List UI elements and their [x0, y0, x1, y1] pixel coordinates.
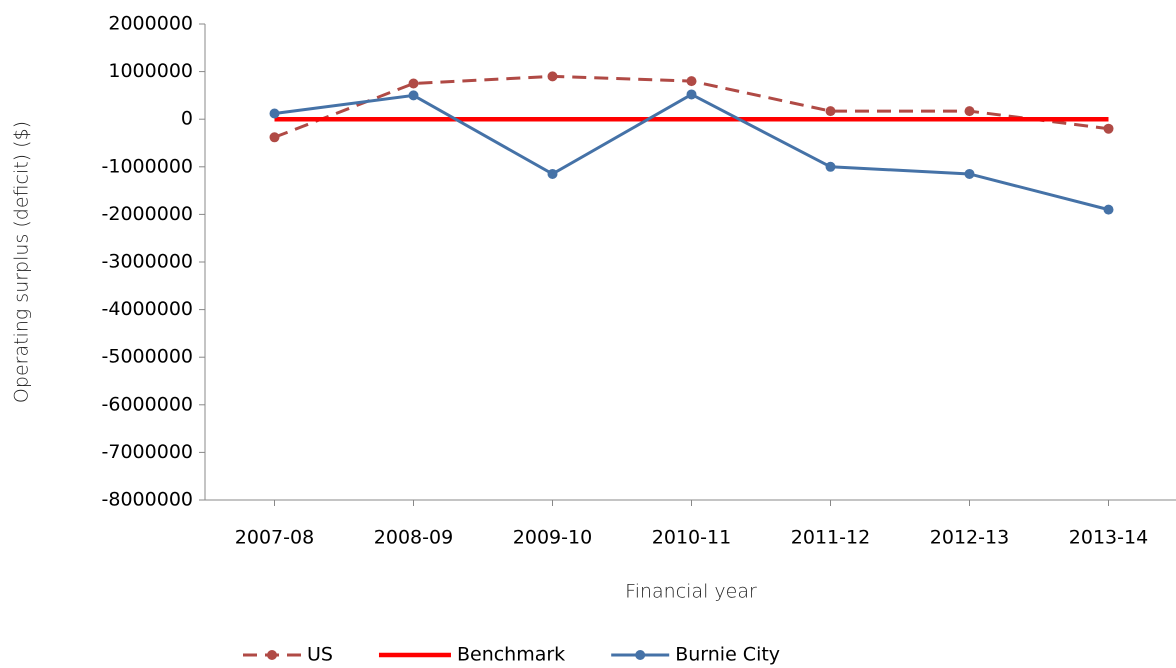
- point: [1103, 123, 1114, 134]
- legend-label: Burnie City: [675, 644, 780, 666]
- point: [408, 90, 419, 101]
- legend-marker: [635, 650, 646, 660]
- point: [269, 108, 280, 119]
- y-tick-label: -2000000: [102, 203, 193, 225]
- x-tick-label: 2013-14: [1069, 527, 1148, 549]
- point: [825, 106, 836, 117]
- y-tick-label: -5000000: [102, 346, 193, 368]
- x-axis-title: Financial year: [625, 581, 757, 603]
- x-tick-label: 2007-08: [235, 527, 314, 549]
- x-tick-label: 2009-10: [513, 527, 592, 549]
- y-tick-label: 2000000: [108, 13, 193, 35]
- legend-label: Benchmark: [457, 644, 565, 666]
- point: [1103, 204, 1114, 215]
- legend-marker: [267, 650, 277, 660]
- point: [686, 89, 697, 100]
- y-tick-label: 0: [181, 108, 193, 130]
- y-tick-label: 1000000: [108, 60, 193, 82]
- point: [269, 132, 280, 143]
- point: [964, 106, 975, 117]
- point: [408, 78, 419, 89]
- point: [686, 76, 697, 87]
- y-tick-label: -1000000: [102, 155, 193, 177]
- x-tick-label: 2010-11: [652, 527, 731, 549]
- y-axis-title: Operating surplus (deficit) ($): [11, 121, 33, 403]
- series-line: [274, 92, 1109, 212]
- y-tick-label: -8000000: [102, 489, 193, 511]
- x-tick-label: 2008-09: [374, 527, 453, 549]
- y-tick-label: -3000000: [102, 251, 193, 273]
- y-tick-label: -7000000: [102, 441, 193, 463]
- point: [547, 168, 558, 179]
- legend-label: US: [307, 644, 333, 666]
- x-tick-label: 2011-12: [791, 527, 870, 549]
- point: [964, 168, 975, 179]
- point: [825, 161, 836, 172]
- y-tick-label: -6000000: [102, 393, 193, 415]
- point: [547, 71, 558, 82]
- x-tick-label: 2012-13: [930, 527, 1009, 549]
- y-tick-label: -4000000: [102, 298, 193, 320]
